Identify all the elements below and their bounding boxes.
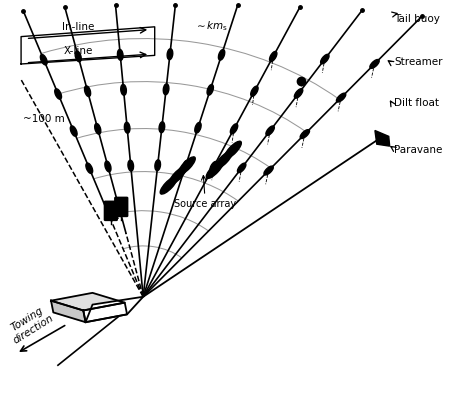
Polygon shape xyxy=(83,303,127,322)
Ellipse shape xyxy=(237,163,246,173)
Ellipse shape xyxy=(294,89,303,98)
Ellipse shape xyxy=(95,123,101,134)
Ellipse shape xyxy=(251,86,258,96)
Text: Paravane: Paravane xyxy=(394,145,443,155)
FancyBboxPatch shape xyxy=(115,197,128,216)
Text: $\sim$km$_{\mathsf{s}}$: $\sim$km$_{\mathsf{s}}$ xyxy=(194,19,228,33)
Ellipse shape xyxy=(128,160,134,171)
Text: Towing
direction: Towing direction xyxy=(5,303,55,346)
Ellipse shape xyxy=(167,49,173,59)
Ellipse shape xyxy=(210,162,218,171)
Polygon shape xyxy=(375,130,390,146)
Ellipse shape xyxy=(320,54,329,64)
Ellipse shape xyxy=(86,163,92,173)
Ellipse shape xyxy=(206,161,223,178)
Ellipse shape xyxy=(118,49,123,60)
Ellipse shape xyxy=(160,177,177,194)
Ellipse shape xyxy=(70,126,77,136)
Text: ~100 m: ~100 m xyxy=(23,114,65,124)
Ellipse shape xyxy=(55,89,62,99)
Text: Streamer: Streamer xyxy=(394,57,443,67)
Ellipse shape xyxy=(195,123,201,133)
Text: Source array: Source array xyxy=(174,176,237,209)
Ellipse shape xyxy=(270,51,277,61)
FancyBboxPatch shape xyxy=(104,201,117,220)
Ellipse shape xyxy=(40,54,47,65)
Ellipse shape xyxy=(215,151,232,169)
Ellipse shape xyxy=(75,51,81,62)
Ellipse shape xyxy=(105,161,111,172)
Ellipse shape xyxy=(169,167,186,184)
Ellipse shape xyxy=(370,59,379,69)
Ellipse shape xyxy=(266,126,274,136)
Ellipse shape xyxy=(337,93,346,102)
Ellipse shape xyxy=(121,84,127,95)
Ellipse shape xyxy=(182,160,189,171)
Ellipse shape xyxy=(300,130,310,139)
Text: In-line: In-line xyxy=(63,22,95,32)
Ellipse shape xyxy=(163,84,169,95)
Polygon shape xyxy=(86,297,143,322)
Text: Tail buoy: Tail buoy xyxy=(394,14,440,24)
Ellipse shape xyxy=(224,141,241,159)
Text: Dilt float: Dilt float xyxy=(394,98,439,108)
Ellipse shape xyxy=(159,122,164,133)
Ellipse shape xyxy=(178,157,195,175)
Ellipse shape xyxy=(264,166,273,175)
Ellipse shape xyxy=(230,124,238,134)
Ellipse shape xyxy=(207,84,213,95)
Ellipse shape xyxy=(84,86,91,97)
Ellipse shape xyxy=(124,122,130,133)
Ellipse shape xyxy=(155,160,161,171)
Polygon shape xyxy=(51,293,125,310)
Text: X-line: X-line xyxy=(64,46,93,56)
Ellipse shape xyxy=(219,50,225,60)
Polygon shape xyxy=(51,301,86,322)
